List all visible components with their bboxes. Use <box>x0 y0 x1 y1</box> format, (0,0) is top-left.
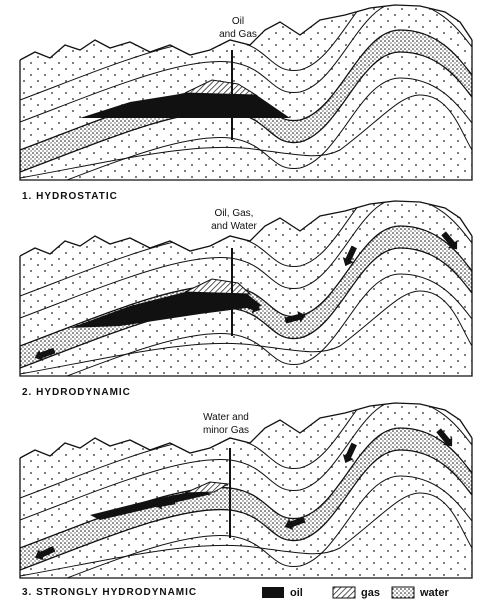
caption: 1. HYDROSTATIC <box>22 191 118 202</box>
caption: 3. STRONGLY HYDRODYNAMIC <box>22 587 197 598</box>
legend-swatch <box>332 586 356 599</box>
well-label: Water and <box>203 412 249 423</box>
well-label: and Water <box>211 221 257 232</box>
panel: Water and minor Gas <box>20 378 472 596</box>
legend-label: oil <box>290 587 303 599</box>
strata <box>20 378 472 596</box>
well-label: and Gas <box>219 29 257 40</box>
oil-zone <box>80 89 290 118</box>
panel: Oil and Gas 1. HYDROSTATIC <box>20 0 472 202</box>
gas-zone <box>184 278 252 295</box>
legend-label: gas <box>361 587 380 599</box>
legend-swatch <box>262 587 284 598</box>
legend-label: water <box>419 587 449 599</box>
legend: oil gas water <box>262 586 449 599</box>
legend-swatch <box>391 586 415 599</box>
well-label: Oil <box>232 16 244 27</box>
caption: 2. HYDRODYNAMIC <box>22 387 131 398</box>
well-label: minor Gas <box>203 425 249 436</box>
oil-zone <box>70 286 262 328</box>
panel: Oil, Gas, and Water 2. HYDRODYNAMIC <box>20 176 472 398</box>
well-label: Oil, Gas, <box>215 208 254 219</box>
oil-zone <box>90 490 212 520</box>
gas-zone <box>184 481 230 494</box>
